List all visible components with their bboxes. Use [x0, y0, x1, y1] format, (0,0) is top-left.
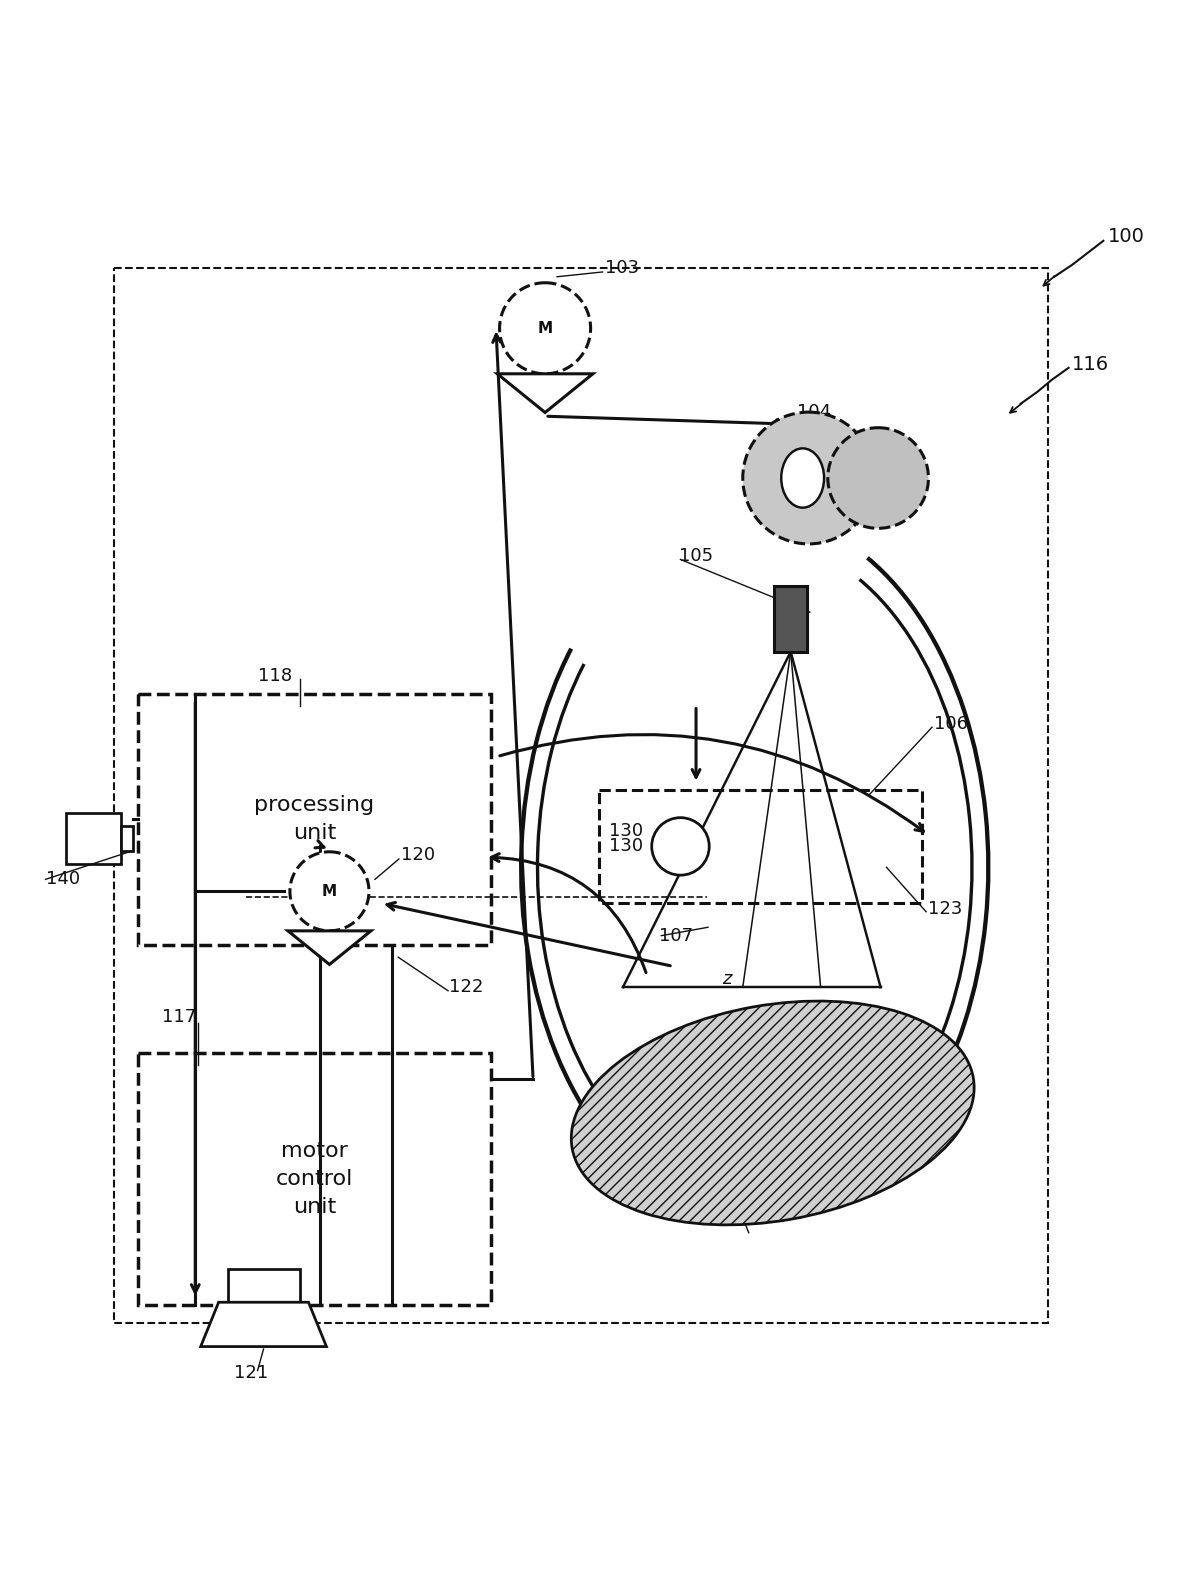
FancyBboxPatch shape — [138, 1053, 491, 1304]
Text: 103: 103 — [605, 259, 639, 278]
Text: 120: 120 — [401, 846, 435, 864]
FancyBboxPatch shape — [138, 693, 491, 946]
Circle shape — [743, 412, 875, 543]
Polygon shape — [288, 932, 371, 965]
Text: 118: 118 — [258, 666, 291, 685]
Circle shape — [828, 428, 928, 529]
Text: z: z — [722, 970, 732, 988]
Text: motor
control
unit: motor control unit — [276, 1142, 353, 1217]
Text: 130: 130 — [609, 837, 642, 856]
FancyBboxPatch shape — [114, 268, 1048, 1323]
Polygon shape — [201, 1303, 326, 1347]
Text: 108: 108 — [725, 1157, 758, 1176]
Text: M: M — [538, 321, 552, 336]
Text: 117: 117 — [162, 1007, 196, 1026]
Text: 100: 100 — [1108, 226, 1145, 245]
Text: 140: 140 — [46, 870, 79, 889]
Text: M: M — [322, 884, 337, 898]
Polygon shape — [497, 374, 593, 412]
Bar — [121, 826, 133, 851]
Text: 130: 130 — [609, 823, 642, 840]
Bar — [228, 1268, 300, 1303]
Text: processing
unit: processing unit — [254, 796, 375, 843]
Text: 123: 123 — [928, 900, 963, 919]
Bar — [66, 813, 121, 864]
Text: 107: 107 — [659, 927, 692, 944]
Circle shape — [652, 818, 709, 875]
Circle shape — [290, 851, 369, 932]
Text: 116: 116 — [1072, 355, 1109, 374]
Ellipse shape — [571, 1001, 974, 1225]
Ellipse shape — [781, 448, 824, 508]
Circle shape — [500, 283, 591, 374]
Text: 122: 122 — [449, 977, 484, 996]
Text: 106: 106 — [934, 715, 968, 733]
Bar — [774, 586, 807, 652]
Text: 121: 121 — [234, 1364, 268, 1382]
Text: 104: 104 — [797, 403, 830, 422]
FancyBboxPatch shape — [599, 790, 922, 903]
Text: 105: 105 — [679, 546, 713, 565]
